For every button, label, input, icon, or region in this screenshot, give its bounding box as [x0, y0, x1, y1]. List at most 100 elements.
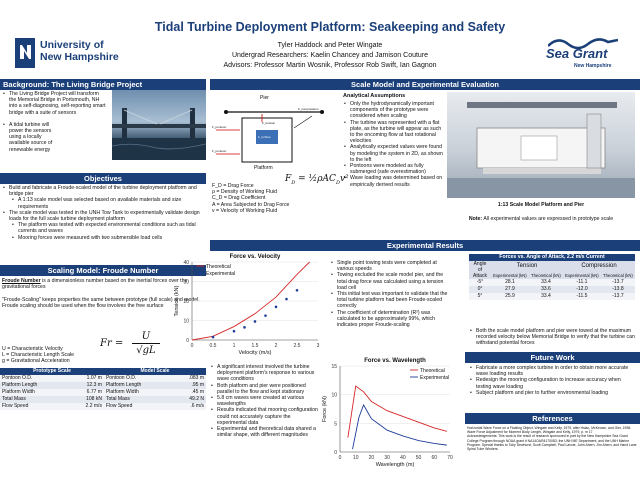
drag-equation: FD = ½ρACDv²	[285, 174, 349, 186]
x-tick-label: 40	[400, 455, 406, 461]
reference-line: Acknowledgements: This work is the resul…	[467, 434, 637, 452]
results-item: This initial test was important to valid…	[330, 291, 450, 310]
reference-line: Horizontal Wave Force on a Floating Obje…	[467, 426, 632, 430]
force-diagram: F_tension F_pontoon F_pontoon F_compress…	[212, 92, 340, 178]
def-g: g = Gravitational Acceleration	[2, 358, 70, 365]
note-label: Note:	[468, 216, 483, 222]
y-tick-label: 30	[183, 280, 189, 286]
scale-table-prototype-header: Prototype Scale	[33, 368, 71, 374]
future-work-list: Fabricate a more complex turbine in orde…	[469, 365, 635, 396]
froude-scaling-text: "Froude-Scaling" keeps properties the sa…	[2, 297, 200, 310]
table-row: 5° 25.9 33.4 -11.5 -13.7	[469, 293, 635, 300]
x-tick-label: 10	[353, 455, 359, 461]
sub-header: Theoretical (kN)	[603, 272, 633, 278]
y-tick-label: 40	[183, 260, 189, 266]
undergrad-researchers: Undergrad Researchers: Kaelin Chancey an…	[231, 52, 429, 59]
sea-grant-logo: Sea Grant New Hampshire	[544, 36, 630, 74]
cell: 5°	[469, 293, 491, 300]
cell: 28.1	[491, 279, 529, 286]
unh-shield-icon	[15, 38, 35, 68]
cell: 25.9	[491, 293, 529, 300]
unh-logo-line2: New Hampshire	[40, 51, 119, 63]
cell: Flow Speed	[0, 403, 69, 410]
y-tick-label: 10	[331, 393, 337, 399]
photo-caption: 1:13 Scale Model Platform and Pier	[497, 202, 585, 208]
background-item: The Living Bridge Project will transform…	[2, 91, 106, 116]
table-row: Total Mass 108 kN Total Mass 49.2 N	[0, 396, 206, 403]
legend-label: Experimental	[420, 375, 449, 381]
table-row: Platform Width 6.77 m Platform Width .45 m	[0, 389, 206, 396]
assumption-item: Pontoons were modeled as fully submerged…	[343, 163, 443, 175]
assumption-item: Analytically expected values were found …	[343, 144, 443, 163]
model-illustration	[447, 102, 635, 198]
table-row: Flow Speed 2.2 m/s Flow Speed .6 m/s	[0, 403, 206, 410]
froude-header: Scaling Model: Froude Number	[0, 265, 206, 276]
cell: .45 m	[172, 389, 206, 396]
froude-variable-defs: U = Characteristic Velocity L = Characte…	[2, 346, 112, 365]
x-tick-label: 3	[317, 343, 320, 349]
compression-header: Compression	[581, 262, 617, 269]
table-row: 0° 27.9 33.6 -12.0 -13.8	[469, 286, 635, 293]
diagram-pier-label: Pier	[260, 95, 269, 101]
data-point	[243, 326, 246, 329]
cell: -13.7	[600, 293, 635, 300]
x-tick-label: 0	[339, 455, 342, 461]
scale-table: Prototype Scale Model Scale Pontoon O.D.…	[0, 368, 206, 410]
cell: -5°	[469, 279, 491, 286]
objectives-subitem: Mooring forces were measured with two su…	[2, 235, 205, 241]
legend-rho: ρ = Density of Working Fluid	[212, 189, 277, 196]
froude-definition-text: is a dimensionless number based on the i…	[2, 278, 188, 291]
results-item: Results indicated that mooring configura…	[210, 407, 320, 426]
froude-definition: Froude Number is a dimensionless number …	[2, 278, 205, 290]
x-tick-label: 2	[275, 343, 278, 349]
scale-model-header: Scale Model and Experimental Evaluation	[210, 79, 640, 90]
legend-fd: F_D = Drag Force	[212, 183, 254, 189]
legend-cd: C_D = Drag Coefficient	[212, 195, 266, 202]
bridge-illustration	[112, 108, 206, 160]
sub-header: Experimental (kN)	[493, 272, 527, 278]
series-line	[347, 385, 447, 438]
prototype-note: Note: All experimental values are expres…	[447, 216, 635, 222]
future-item: Redesign the mooring configuration to in…	[469, 377, 635, 389]
advisors: Advisors: Professor Martin Wosnik, Profe…	[223, 62, 437, 69]
data-point	[295, 288, 299, 292]
cell: 0°	[469, 286, 491, 293]
results-item: Towing excluded the scale model pier, an…	[330, 272, 450, 291]
objectives-header: Objectives	[0, 173, 206, 184]
x-tick-label: 50	[416, 455, 422, 461]
angle-header: Angle of Attack	[473, 261, 487, 279]
unh-logo-line1: University of	[40, 39, 104, 51]
table-row: -5° 28.1 33.4 -11.1 -13.7	[469, 279, 635, 286]
results-item: The coefficient of determination (R²) wa…	[330, 310, 450, 329]
assumption-item: Only the hydrodynamically important comp…	[343, 101, 443, 120]
authors: Tyler Haddock and Peter Wingate	[277, 42, 383, 49]
cell: Pontoon O.D.	[0, 375, 69, 382]
assumptions-title: Analytical Assumptions	[343, 93, 406, 99]
objectives-list: Build and fabricate a Froude-scaled mode…	[2, 185, 205, 241]
results-item: Single point towing tests were completed…	[330, 260, 450, 272]
x-tick-label: 60	[432, 455, 438, 461]
x-tick-label: 30	[384, 455, 390, 461]
cell: 1.07 m	[68, 375, 104, 382]
cell: Platform Width	[103, 389, 173, 396]
scale-model-photo	[447, 92, 635, 198]
references-header: References	[465, 413, 640, 424]
sub-header: Experimental (kN)	[565, 272, 599, 278]
cell: -11.1	[562, 279, 601, 286]
data-point	[211, 335, 215, 339]
x-tick-label: 0.5	[210, 343, 217, 349]
objectives-item: Build and fabricate a Froude-scaled mode…	[2, 185, 205, 197]
svg-text:F_pontoon: F_pontoon	[212, 125, 227, 129]
chart-title: Force vs. Wavelength	[364, 358, 426, 364]
cell: Platform Length	[103, 382, 173, 389]
y-tick-label: 0	[186, 338, 189, 344]
results-item: A significant interest involved the turb…	[210, 364, 320, 383]
cell: Flow Speed	[103, 403, 173, 410]
objectives-subitem: The platform was tested with expected en…	[2, 222, 205, 234]
results-header: Experimental Results	[210, 240, 640, 251]
cell: Platform Width	[0, 389, 69, 396]
reference-line: Wave Force Adjustment for Moment Body Le…	[467, 430, 593, 435]
data-point	[274, 305, 278, 309]
sub-header: Theoretical (kN)	[531, 272, 561, 278]
cell: 6.77 m	[68, 389, 104, 396]
